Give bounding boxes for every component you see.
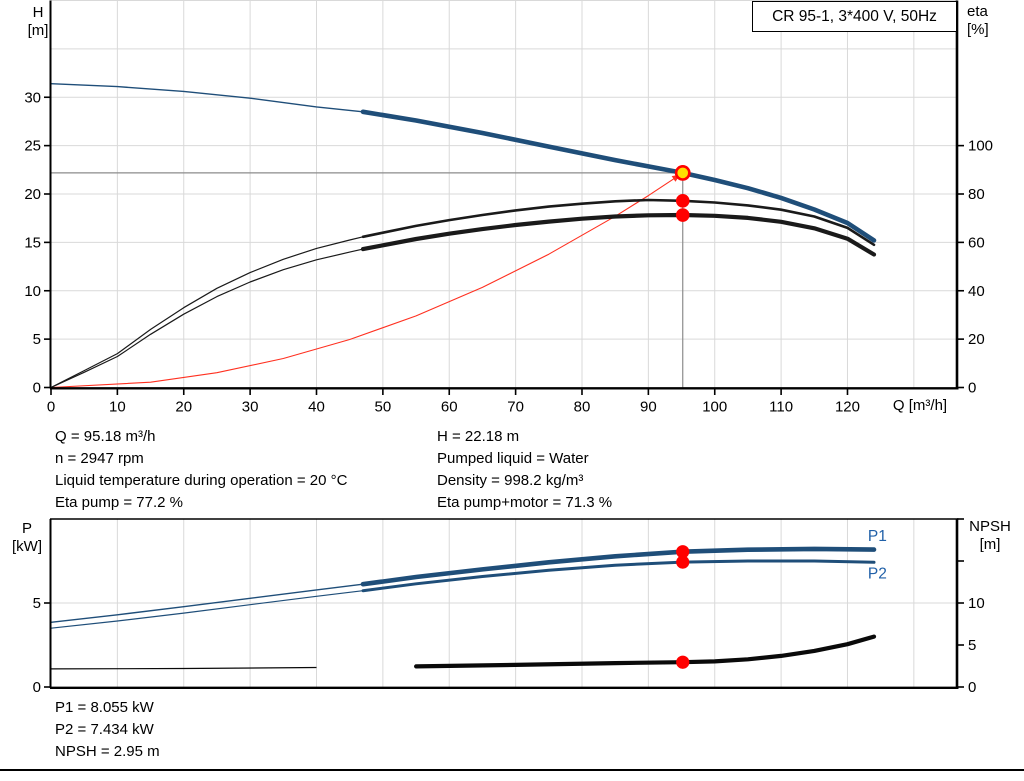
x-tick-label: 10	[109, 399, 126, 416]
right-axis-title-eta: eta [%]	[967, 3, 1011, 39]
info-liquid-temperature: Liquid temperature during operation = 20…	[55, 472, 348, 489]
curve-p1	[360, 546, 877, 587]
info-head: H = 22.18 m	[437, 428, 520, 445]
x-axis-title-Q: Q [m³/h]	[892, 397, 948, 414]
info-p1: P1 = 8.055 kW	[55, 699, 154, 716]
info-pumped-liquid: Pumped liquid = Water	[437, 450, 589, 467]
info-npsh: NPSH = 2.95 m	[55, 743, 160, 760]
curve-p2	[361, 559, 876, 593]
x-tick-label: 110	[769, 399, 793, 416]
y-tick-label-right: 60	[968, 234, 985, 251]
power-info: P1 = 8.055 kW P2 = 7.434 kW NPSH = 2.95 …	[55, 697, 160, 763]
y-tick-label-right: 5	[968, 637, 976, 654]
left-axis-title-H: H [m]	[22, 4, 54, 40]
x-tick-label: 20	[175, 399, 192, 416]
curve-eta-pump-motor-thin	[50, 248, 364, 389]
x-tick-label: 50	[375, 399, 392, 416]
x-tick-label: 70	[507, 399, 524, 416]
axis-title-eta-symbol: eta	[967, 3, 988, 20]
axis-title-H-symbol: H	[32, 4, 44, 21]
y-tick-label-left: 0	[33, 679, 41, 696]
y-tick-label-left: 25	[24, 138, 41, 155]
info-speed: n = 2947 rpm	[55, 450, 144, 467]
axis-title-P-symbol: P	[21, 520, 32, 537]
marker-p1-point	[676, 545, 690, 559]
curve-eta-pump-motor	[360, 212, 877, 257]
info-flow: Q = 95.18 m³/h	[55, 428, 156, 445]
y-tick-label-left: 10	[24, 283, 41, 300]
axis-title-P-unit: [kW]	[12, 538, 42, 555]
marker-npsh-point	[676, 655, 690, 669]
y-tick-label-left: 20	[24, 186, 41, 203]
axis-title-eta-unit: [%]	[967, 21, 989, 38]
x-tick-label: 30	[242, 399, 259, 416]
y-tick-label-left: 30	[24, 89, 41, 106]
y-tick-label-left: 15	[24, 234, 41, 251]
axis-title-NPSH-unit: [m]	[979, 536, 1001, 553]
info-density: Density = 998.2 kg/m³	[437, 472, 584, 489]
y-tick-label-right: 80	[968, 186, 985, 203]
curve-eta-pump	[361, 198, 876, 247]
curve-system-curve-thin	[50, 172, 684, 389]
curve-eta-pump-thin	[50, 236, 364, 389]
x-tick-label: 120	[835, 399, 860, 416]
y-tick-label-right: 40	[968, 283, 985, 300]
y-tick-label-left: 5	[33, 595, 41, 612]
info-eta-pump: Eta pump = 77.2 %	[55, 494, 183, 511]
y-tick-label-left: 5	[33, 331, 41, 348]
x-tick-label: 60	[441, 399, 458, 416]
y-tick-label-right: 10	[968, 595, 985, 612]
curve-p1-thin	[50, 583, 364, 623]
marker-eta-pump-motor-point	[675, 208, 690, 222]
y-tick-label-right: 0	[968, 380, 976, 397]
series-label-P1: P1	[868, 528, 887, 545]
x-tick-label: 100	[702, 399, 727, 416]
duty-info-right: H = 22.18 m Pumped liquid = Water Densit…	[437, 426, 612, 514]
marker-duty-point	[674, 165, 691, 181]
y-tick-label-right: 20	[968, 331, 985, 348]
x-tick-label: 0	[47, 399, 55, 416]
marker-eta-pump-point	[675, 193, 690, 208]
info-eta-pump-motor: Eta pump+motor = 71.3 %	[437, 494, 613, 511]
axis-title-NPSH-symbol: NPSH	[969, 518, 1011, 535]
y-tick-label-left: 0	[33, 380, 41, 397]
bottom-divider-line	[0, 769, 1024, 771]
series-label-P2: P2	[868, 566, 887, 583]
curve-p2-thin	[50, 590, 364, 629]
info-p2: P2 = 7.434 kW	[55, 721, 154, 738]
y-tick-label-right: 100	[968, 138, 993, 155]
curve-npsh	[414, 634, 877, 669]
x-tick-label: 90	[640, 399, 657, 416]
x-tick-label: 40	[308, 399, 325, 416]
left-axis-title-P: P [kW]	[5, 520, 49, 556]
duty-info-left: Q = 95.18 m³/h n = 2947 rpm Liquid tempe…	[55, 426, 347, 514]
curve-npsh-thin	[50, 666, 317, 670]
right-axis-title-NPSH: NPSH [m]	[961, 518, 1019, 554]
y-tick-label-right: 0	[968, 679, 976, 696]
pump-model-title: CR 95-1, 3*400 V, 50Hz	[752, 1, 957, 32]
curve-head-thin	[50, 83, 364, 113]
x-tick-label: 80	[574, 399, 591, 416]
axis-title-H-unit: [m]	[27, 22, 49, 39]
marker-p2-point	[676, 555, 690, 569]
